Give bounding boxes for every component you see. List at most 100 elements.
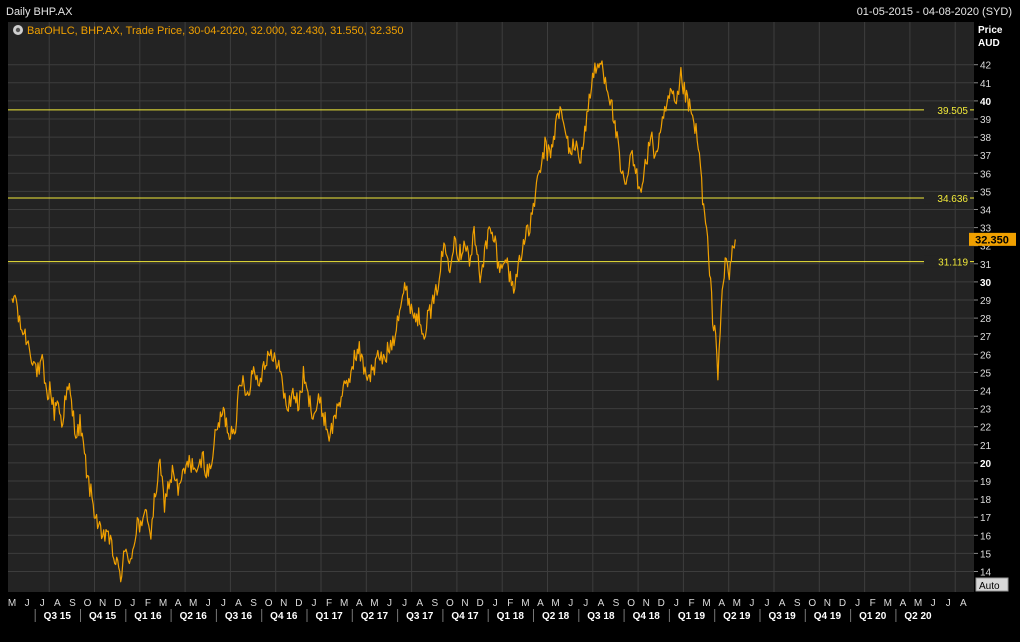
quarter-label: Q4 19 — [814, 611, 842, 622]
quarter-label: Q4 18 — [633, 611, 661, 622]
month-label: J — [221, 598, 226, 609]
month-label: D — [295, 598, 302, 609]
month-label: F — [326, 598, 332, 609]
y-tick-label: 21 — [980, 441, 992, 452]
month-label: F — [870, 598, 876, 609]
quarter-label: Q1 18 — [497, 611, 525, 622]
y-tick-label: 42 — [980, 61, 992, 72]
last-price-label: 32.350 — [975, 234, 1009, 246]
month-label: N — [643, 598, 650, 609]
month-label: M — [521, 598, 529, 609]
quarter-label: Q4 17 — [451, 611, 479, 622]
month-label: J — [206, 598, 211, 609]
month-label: J — [749, 598, 754, 609]
month-label: O — [627, 598, 635, 609]
quarter-label: Q2 19 — [723, 611, 751, 622]
month-label: J — [931, 598, 936, 609]
quarter-label: Q4 16 — [270, 611, 298, 622]
quarter-axis: Q3 15 Q4 15 Q1 16 Q2 16 Q3 16 Q4 16 Q1 17 Q2 17… — [34, 609, 932, 622]
y-tick-label: 40 — [980, 97, 992, 108]
level-lines: 39.505 34.636 31.119 — [8, 103, 974, 269]
month-label: D — [839, 598, 846, 609]
month-label: N — [824, 598, 831, 609]
month-label: N — [461, 598, 468, 609]
y-tick-label: 41 — [980, 79, 992, 90]
y-tick-label: 25 — [980, 368, 992, 379]
month-label: S — [250, 598, 257, 609]
y-tick-label: 37 — [980, 151, 992, 162]
quarter-label: Q3 18 — [587, 611, 615, 622]
month-label: J — [402, 598, 407, 609]
y-tick-label: 19 — [980, 477, 992, 488]
level-label: 34.636 — [937, 194, 968, 205]
level-label-bg — [924, 191, 970, 204]
date-range: 01-05-2015 - 04-08-2020 (SYD) — [857, 6, 1012, 18]
month-label: J — [583, 598, 588, 609]
quarter-label: Q2 16 — [180, 611, 208, 622]
y-tick-label: 26 — [980, 350, 992, 361]
month-label: M — [914, 598, 922, 609]
month-label: M — [189, 598, 197, 609]
month-label: A — [356, 598, 363, 609]
month-label: F — [688, 598, 694, 609]
month-label: A — [779, 598, 786, 609]
month-label: S — [794, 598, 801, 609]
month-label: J — [312, 598, 317, 609]
y-tick-label: 32 — [980, 242, 992, 253]
auto-scale-button[interactable]: Auto — [975, 577, 1009, 592]
currency-axis-title: AUD — [978, 38, 1000, 49]
info-icon-dot — [15, 27, 21, 33]
quarter-label: Q3 19 — [768, 611, 796, 622]
month-label: A — [416, 598, 423, 609]
y-tick-label: 14 — [980, 568, 992, 579]
price-series-line — [11, 60, 736, 583]
month-label: O — [446, 598, 454, 609]
quarter-label: Q2 20 — [904, 611, 932, 622]
month-label: O — [808, 598, 816, 609]
month-label: A — [598, 598, 605, 609]
month-label: F — [145, 598, 151, 609]
level-label: 31.119 — [938, 258, 968, 269]
month-label: M — [733, 598, 741, 609]
month-label: A — [175, 598, 182, 609]
quarter-label: Q2 18 — [542, 611, 570, 622]
quarter-label: Q3 17 — [406, 611, 434, 622]
month-label: J — [25, 598, 30, 609]
month-label: J — [387, 598, 392, 609]
month-label: D — [658, 598, 665, 609]
month-label: M — [340, 598, 348, 609]
auto-button-label[interactable]: Auto — [979, 581, 1000, 592]
quarter-label: Q4 15 — [89, 611, 117, 622]
y-tick-label: 33 — [980, 224, 992, 235]
month-label: S — [69, 598, 76, 609]
y-tick-label: 15 — [980, 549, 992, 560]
y-axis: 14 15 16 17 18 19 20 21 22 23 24 25 26 27 28 29 30 31 32 33… — [974, 61, 992, 579]
series-group — [11, 60, 736, 583]
level-label-bg — [924, 103, 970, 116]
last-price-box — [969, 232, 1016, 246]
quarter-label: Q1 16 — [134, 611, 162, 622]
y-tick-label: 22 — [980, 423, 992, 434]
level-label-bg — [924, 255, 970, 268]
month-label: S — [613, 598, 620, 609]
month-label: M — [159, 598, 167, 609]
price-axis-title: Price — [978, 25, 1003, 36]
plot-area[interactable] — [8, 22, 974, 592]
month-label: A — [960, 598, 967, 609]
month-label: J — [568, 598, 573, 609]
y-tick-label: 18 — [980, 495, 992, 506]
month-label: M — [702, 598, 710, 609]
y-tick-label: 35 — [980, 187, 992, 198]
month-label: M — [551, 598, 559, 609]
y-tick-label: 20 — [980, 459, 992, 470]
month-label: D — [476, 598, 483, 609]
chart-title: Daily BHP.AX — [6, 6, 73, 18]
month-label: O — [265, 598, 273, 609]
month-label: J — [40, 598, 45, 609]
auto-button-bg[interactable] — [975, 577, 1009, 592]
month-label: J — [674, 598, 679, 609]
y-tick-label: 30 — [980, 278, 992, 289]
quarter-label: Q3 16 — [225, 611, 253, 622]
y-tick-label: 29 — [980, 296, 992, 307]
